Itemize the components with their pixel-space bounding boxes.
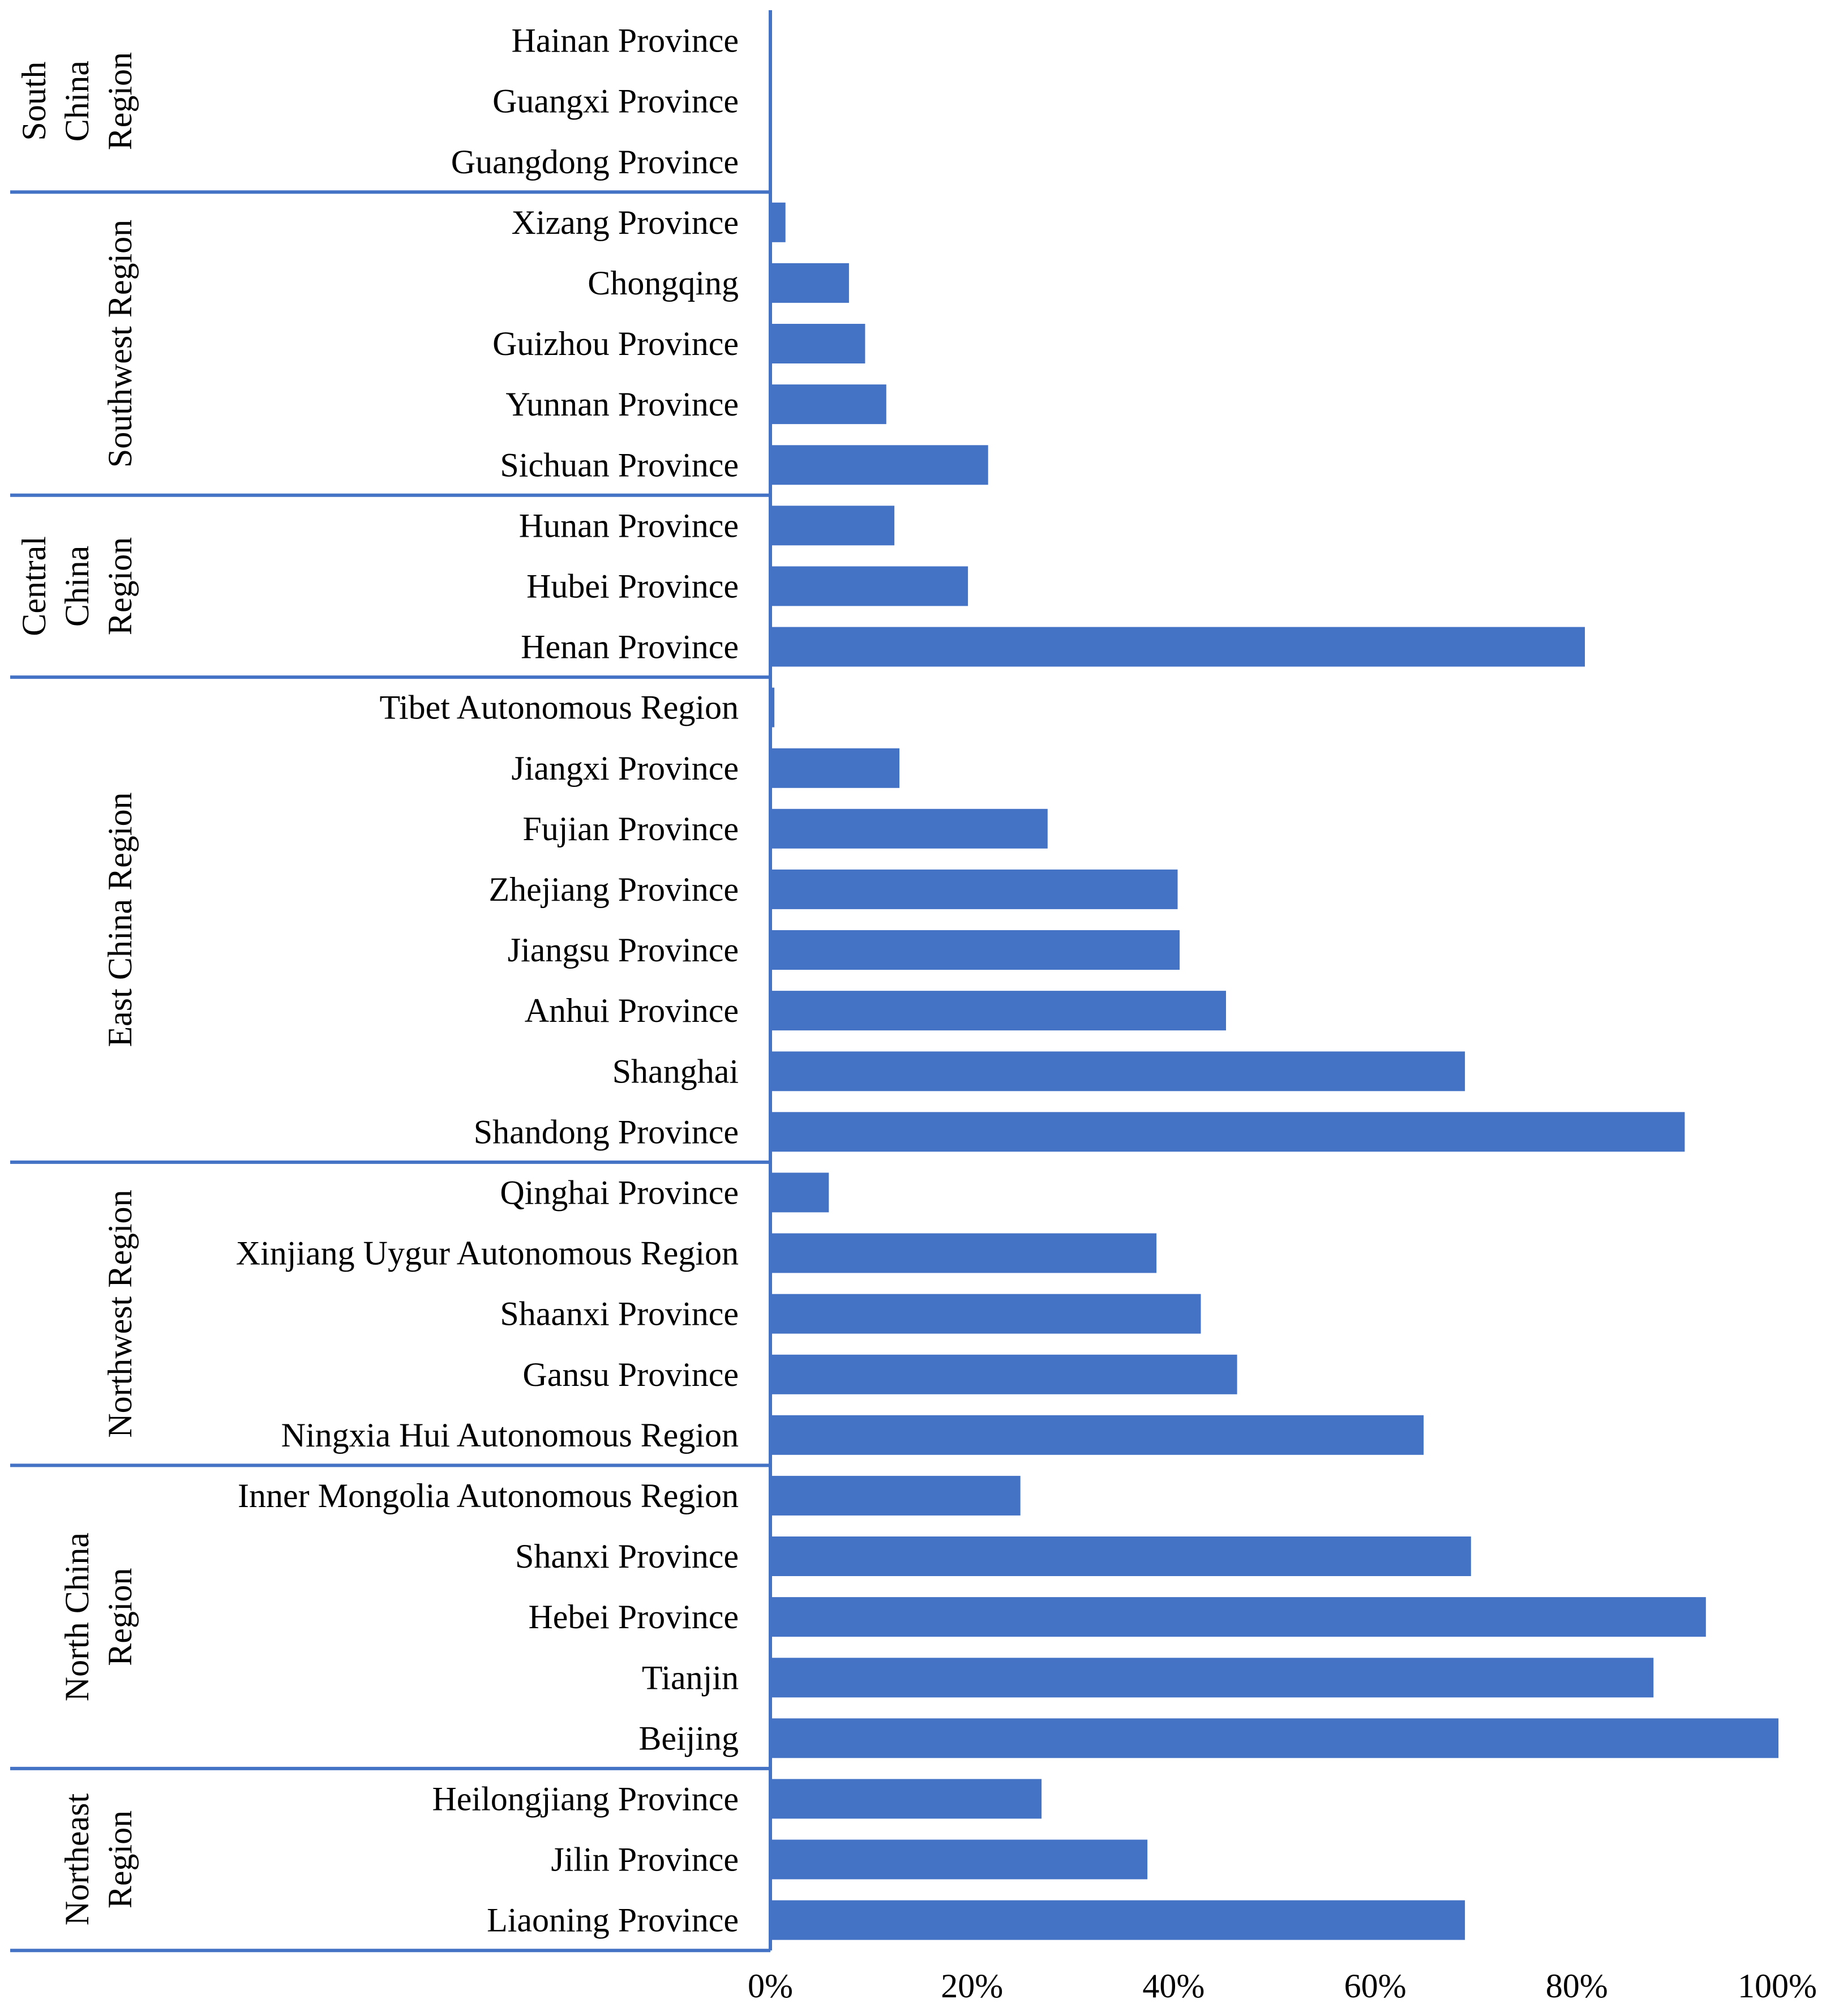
bar xyxy=(770,566,968,606)
x-tick-label: 20% xyxy=(941,1967,1003,2005)
bar xyxy=(770,202,786,242)
category-label: Shaanxi Province xyxy=(500,1295,739,1333)
bar xyxy=(770,1536,1471,1576)
category-label: Hubei Province xyxy=(526,567,739,605)
category-label: Sichuan Province xyxy=(500,446,739,483)
bar xyxy=(770,1172,829,1213)
category-label: Tibet Autonomous Region xyxy=(379,689,739,726)
bar xyxy=(770,1900,1465,1940)
bar xyxy=(770,1475,1021,1516)
category-label: Beijing xyxy=(638,1719,739,1757)
region-label: China xyxy=(58,61,96,142)
x-tick-label: 60% xyxy=(1344,1967,1407,2005)
bar xyxy=(770,1294,1201,1334)
bar xyxy=(770,1354,1237,1394)
region-dividers xyxy=(10,190,770,1953)
bar xyxy=(770,263,849,303)
x-axis-ticks: 0% 20% 40% 60% 80% 100% xyxy=(748,1967,1817,2005)
category-label: Anhui Province xyxy=(525,992,739,1029)
region-label: Region xyxy=(101,1568,139,1666)
category-label: Jilin Province xyxy=(551,1841,739,1878)
category-label: Qinghai Province xyxy=(500,1174,739,1211)
category-label: Shanxi Province xyxy=(515,1538,739,1575)
region-label: Northeast xyxy=(58,1794,96,1926)
category-label: Liaoning Province xyxy=(487,1902,739,1939)
category-label: Tianjin xyxy=(642,1659,739,1696)
region-label: Region xyxy=(101,537,139,635)
bar xyxy=(770,687,775,727)
bar xyxy=(770,1112,1685,1152)
bar xyxy=(770,384,886,425)
region-label: Region xyxy=(101,1810,139,1908)
x-tick-label: 0% xyxy=(748,1967,793,2005)
category-label: Jiangxi Province xyxy=(511,750,739,787)
bar xyxy=(770,1597,1706,1637)
x-tick-label: 100% xyxy=(1738,1967,1817,2005)
category-label: Guizhou Province xyxy=(492,325,739,362)
x-tick-label: 80% xyxy=(1546,1967,1608,2005)
category-label: Xinjiang Uygur Autonomous Region xyxy=(236,1235,739,1272)
category-label: Hebei Province xyxy=(528,1598,739,1636)
region-label: East China Region xyxy=(101,793,139,1047)
category-label: Chongqing xyxy=(588,264,739,302)
bar xyxy=(770,1718,1778,1758)
bar xyxy=(770,1839,1148,1880)
category-label: Hunan Province xyxy=(519,507,739,544)
category-label: Jiangsu Province xyxy=(508,931,739,969)
category-label: Gansu Province xyxy=(522,1356,739,1393)
bar xyxy=(770,1658,1654,1698)
category-label: Yunnan Province xyxy=(505,386,739,423)
bar xyxy=(770,991,1226,1031)
category-label: Heilongjiang Province xyxy=(432,1780,739,1817)
region-label: Region xyxy=(101,52,139,150)
bar xyxy=(770,1233,1157,1273)
region-label: China xyxy=(58,546,96,627)
region-label: Northwest Region xyxy=(101,1189,139,1437)
region-label: North China xyxy=(58,1533,96,1701)
region-label: South xyxy=(15,62,53,141)
bars xyxy=(770,202,1778,1940)
region-label: Central xyxy=(15,536,53,636)
category-label: Zhejiang Province xyxy=(488,871,739,908)
x-tick-label: 40% xyxy=(1142,1967,1205,2005)
category-label: Shanghai xyxy=(612,1052,739,1090)
category-label: Hainan Province xyxy=(511,22,739,59)
category-label: Guangxi Province xyxy=(492,83,739,120)
region-label: Southwest Region xyxy=(101,220,139,468)
category-label: Fujian Province xyxy=(522,810,739,848)
bar xyxy=(770,808,1048,849)
bar xyxy=(770,445,988,485)
bar xyxy=(770,506,895,546)
bar xyxy=(770,748,899,788)
category-label: Henan Province xyxy=(521,628,739,666)
category-label: Ningxia Hui Autonomous Region xyxy=(281,1416,739,1454)
bar xyxy=(770,869,1178,909)
bar xyxy=(770,1415,1424,1455)
bar xyxy=(770,627,1585,667)
category-label: Inner Mongolia Autonomous Region xyxy=(238,1477,739,1514)
bar xyxy=(770,930,1180,970)
category-label: Xizang Province xyxy=(511,204,739,241)
category-label: Guangdong Province xyxy=(451,143,739,181)
category-labels: Hainan Province Guangxi Province Guangdong… xyxy=(236,22,739,1939)
bar xyxy=(770,1779,1042,1819)
bar xyxy=(770,1051,1465,1092)
category-label: Shandong Province xyxy=(474,1113,739,1150)
bar xyxy=(770,324,865,363)
